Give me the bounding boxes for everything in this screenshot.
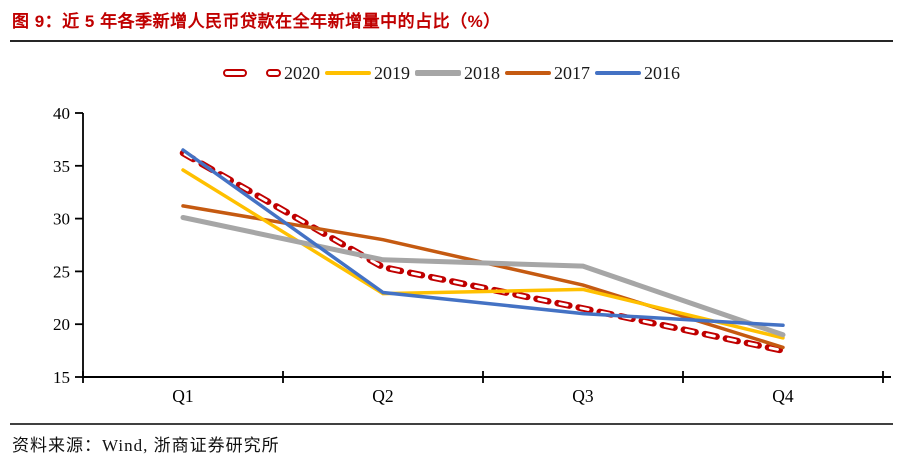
legend-label-2017: 2017 bbox=[554, 62, 590, 83]
y-tick-label: 35 bbox=[53, 157, 70, 176]
y-tick-label: 25 bbox=[53, 262, 70, 281]
chart-legend: 2020 2019 2018 2017 2016 bbox=[0, 58, 903, 88]
y-tick-label: 40 bbox=[53, 104, 70, 123]
legend-item-2016: 2016 bbox=[595, 63, 680, 84]
title-divider bbox=[10, 40, 893, 42]
legend-label-2018: 2018 bbox=[464, 62, 500, 83]
legend-label-2020: 2020 bbox=[284, 62, 320, 83]
x-category-label: Q1 bbox=[172, 386, 193, 406]
legend-line-swatch-2018 bbox=[415, 70, 461, 76]
footer-divider bbox=[10, 423, 893, 425]
legend-item-2018: 2018 bbox=[415, 63, 500, 84]
y-tick-label: 20 bbox=[53, 315, 70, 334]
series-line-inner-2020 bbox=[181, 151, 785, 353]
y-tick-label: 30 bbox=[53, 210, 70, 229]
y-tick-label: 15 bbox=[53, 368, 70, 387]
series-line-2018 bbox=[180, 215, 786, 338]
legend-dash-swatch-2020 bbox=[223, 69, 247, 77]
figure-title: 图 9：近 5 年各季新增人民币贷款在全年新增量中的占比（%） bbox=[12, 12, 501, 31]
legend-label-2019: 2019 bbox=[374, 62, 410, 83]
legend-item-2017: 2017 bbox=[505, 63, 590, 84]
legend-item-2020: 2020 bbox=[223, 63, 320, 84]
x-category-label: Q2 bbox=[372, 386, 393, 406]
legend-line-swatch-2016 bbox=[595, 71, 641, 75]
legend-label-2016: 2016 bbox=[644, 62, 680, 83]
series-line-2019 bbox=[181, 168, 785, 340]
legend-line-swatch-2019 bbox=[325, 71, 371, 75]
legend-item-2019: 2019 bbox=[325, 63, 410, 84]
x-category-label: Q3 bbox=[572, 386, 594, 406]
legend-dash-swatch-2020 bbox=[266, 69, 281, 77]
source-note: 资料来源：Wind, 浙商证券研究所 bbox=[12, 436, 280, 455]
series-line-2016 bbox=[181, 148, 785, 328]
x-category-label: Q4 bbox=[772, 386, 794, 406]
legend-line-swatch-2017 bbox=[505, 71, 551, 75]
